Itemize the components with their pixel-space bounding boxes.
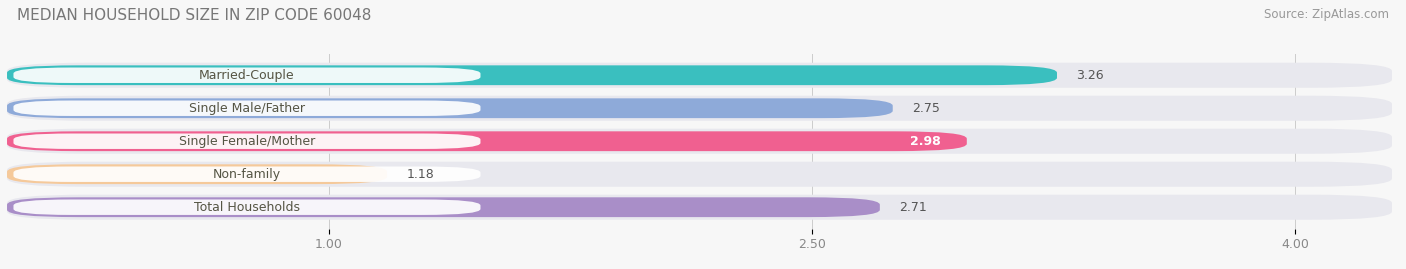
FancyBboxPatch shape (14, 167, 481, 182)
Text: MEDIAN HOUSEHOLD SIZE IN ZIP CODE 60048: MEDIAN HOUSEHOLD SIZE IN ZIP CODE 60048 (17, 8, 371, 23)
FancyBboxPatch shape (7, 195, 1392, 220)
FancyBboxPatch shape (7, 65, 1057, 85)
Text: 2.71: 2.71 (900, 201, 927, 214)
FancyBboxPatch shape (7, 96, 1392, 121)
FancyBboxPatch shape (7, 131, 967, 151)
FancyBboxPatch shape (7, 98, 893, 118)
Text: Source: ZipAtlas.com: Source: ZipAtlas.com (1264, 8, 1389, 21)
Text: 1.18: 1.18 (406, 168, 434, 181)
FancyBboxPatch shape (14, 68, 481, 83)
Text: Single Female/Mother: Single Female/Mother (179, 135, 315, 148)
FancyBboxPatch shape (14, 101, 481, 116)
Text: Single Male/Father: Single Male/Father (188, 102, 305, 115)
FancyBboxPatch shape (14, 200, 481, 215)
FancyBboxPatch shape (7, 164, 387, 184)
FancyBboxPatch shape (7, 63, 1392, 88)
FancyBboxPatch shape (7, 197, 880, 217)
Text: 3.26: 3.26 (1077, 69, 1104, 82)
Text: Non-family: Non-family (212, 168, 281, 181)
FancyBboxPatch shape (7, 162, 1392, 187)
Text: 2.98: 2.98 (910, 135, 941, 148)
Text: 2.75: 2.75 (912, 102, 941, 115)
FancyBboxPatch shape (14, 133, 481, 149)
FancyBboxPatch shape (7, 129, 1392, 154)
Text: Married-Couple: Married-Couple (200, 69, 295, 82)
Text: Total Households: Total Households (194, 201, 299, 214)
